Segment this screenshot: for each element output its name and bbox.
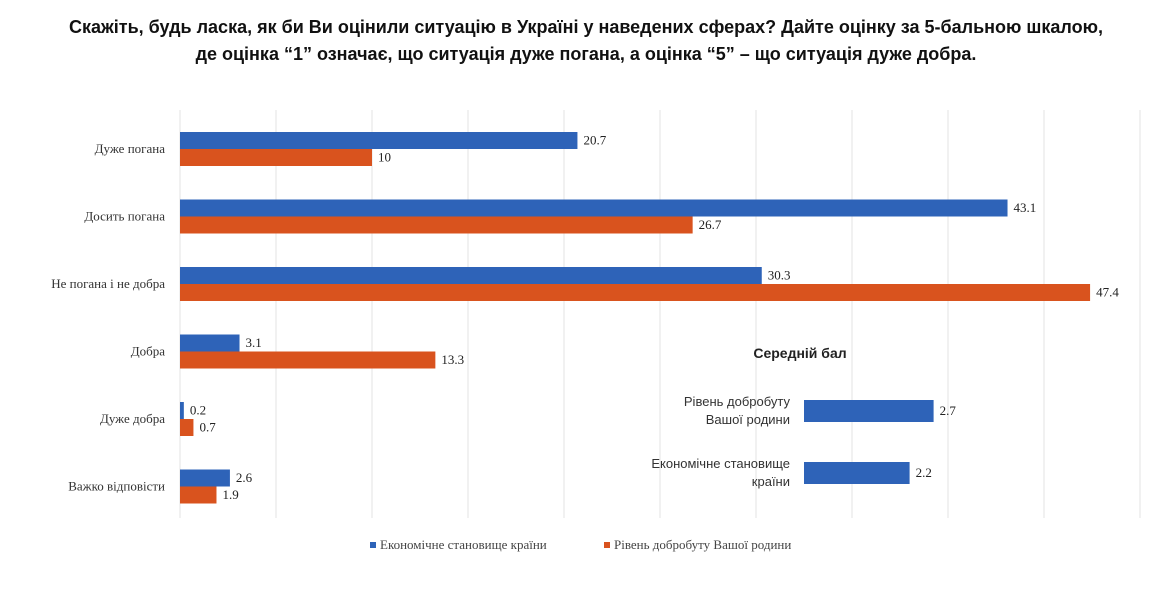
inset-title: Середній бал [753, 345, 846, 361]
data-label: 10 [378, 150, 391, 165]
legend-swatch [604, 542, 610, 548]
data-label: 47.4 [1096, 285, 1119, 300]
bar [180, 486, 217, 504]
bar [180, 402, 184, 419]
bar [180, 267, 762, 284]
data-label: 1.9 [222, 487, 238, 502]
category-label: Досить погана [84, 209, 165, 224]
data-label: 0.2 [190, 403, 206, 418]
inset-bar [804, 400, 934, 422]
bar [180, 351, 436, 369]
inset-category-label: Економічне становище [651, 456, 790, 471]
bar [180, 216, 693, 234]
bar [180, 334, 240, 352]
data-label: 2.6 [236, 470, 253, 485]
data-label: 0.7 [199, 420, 216, 435]
bar [180, 419, 194, 436]
data-label: 26.7 [699, 217, 722, 232]
bar [180, 469, 230, 487]
bar [180, 284, 1091, 301]
data-label: 30.3 [768, 268, 791, 283]
bar [180, 149, 372, 166]
bar [180, 199, 1008, 217]
chart-title-line-2: де оцінка “1” означає, що ситуація дуже … [195, 44, 977, 64]
inset-data-label: 2.2 [916, 465, 932, 480]
data-label: 43.1 [1014, 200, 1037, 215]
legend-label: Рівень добробуту Вашої родини [614, 537, 791, 552]
inset-bar [804, 462, 910, 484]
category-label: Важко відповісти [68, 479, 165, 494]
category-label: Добра [131, 344, 165, 359]
category-label: Дуже добра [100, 411, 165, 426]
legend-label: Економічне становище країни [380, 537, 547, 552]
data-label: 13.3 [441, 352, 464, 367]
data-label: 20.7 [583, 133, 606, 148]
bar [180, 132, 578, 149]
category-label: Не погана і не добра [51, 276, 165, 291]
chart-title-line-1: Скажіть, будь ласка, як би Ви оцінили си… [69, 17, 1103, 37]
category-label: Дуже погана [95, 141, 166, 156]
legend-swatch [370, 542, 376, 548]
inset-category-label: Рівень добробуту [684, 394, 791, 409]
inset-data-label: 2.7 [940, 403, 957, 418]
data-label: 3.1 [246, 335, 262, 350]
inset-category-label: Вашої родини [706, 412, 790, 427]
inset-category-label: країни [752, 474, 790, 489]
chart-title: Скажіть, будь ласка, як би Ви оцінили си… [0, 14, 1172, 68]
